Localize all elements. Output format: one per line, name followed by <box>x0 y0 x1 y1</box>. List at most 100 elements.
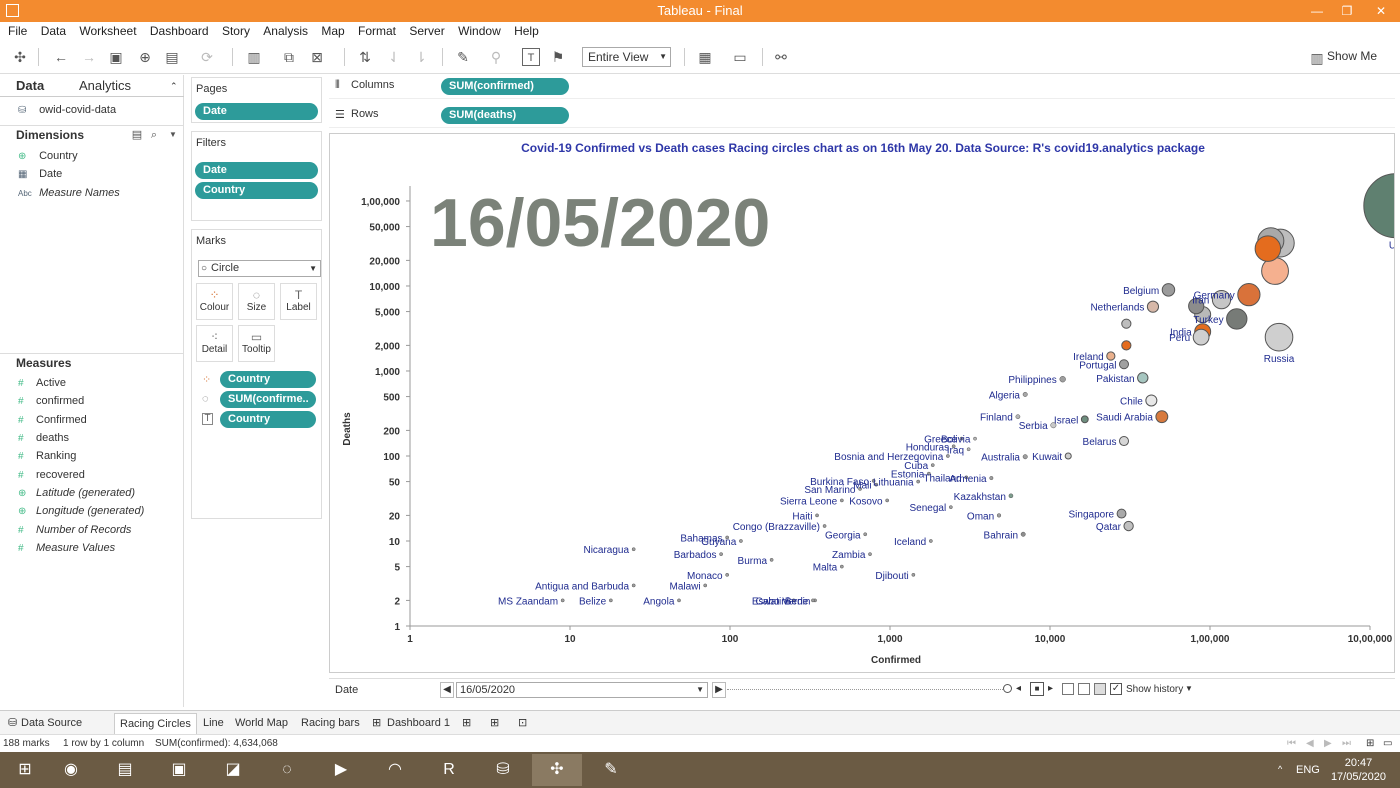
file-explorer-icon[interactable]: ▤ <box>117 761 133 778</box>
label-button[interactable]: T Label <box>280 283 317 320</box>
pages-pill-date[interactable]: Date <box>195 103 318 120</box>
tooltip-button[interactable]: ▭ Tooltip <box>238 325 275 362</box>
rows-pill[interactable]: SUM(deaths) <box>441 107 569 124</box>
filmstrip-icon[interactable]: ▭ <box>1383 738 1393 749</box>
show-me-button[interactable]: Show Me <box>1327 49 1378 63</box>
page-slider-thumb[interactable] <box>1003 684 1012 693</box>
restore-icon[interactable]: ❐ <box>1341 4 1353 18</box>
field-country[interactable]: ⊕ Country <box>18 148 78 164</box>
field-date[interactable]: ▦ Date <box>18 166 62 182</box>
pause-icon[interactable]: ■ <box>1030 682 1044 696</box>
menu-server[interactable]: Server <box>409 24 445 38</box>
clear-sheet-icon[interactable]: ⊠ <box>311 49 323 65</box>
pane-menu-icon[interactable]: ⌃ <box>170 81 178 91</box>
minimize-icon[interactable]: — <box>1311 4 1323 18</box>
sort-ascending-icon[interactable]: ⇃ <box>388 49 400 65</box>
field-measure-names[interactable]: Abc Measure Names <box>18 185 120 201</box>
chrome-icon[interactable]: ◉ <box>64 761 78 778</box>
measure-latitude[interactable]: ⊕ Latitude (generated) <box>18 485 135 501</box>
mark-type-select[interactable]: ○ Circle ▼ <box>198 260 321 277</box>
menu-worksheet[interactable]: Worksheet <box>79 24 137 38</box>
loading-app-icon[interactable]: ◠ <box>388 761 402 778</box>
measure-recovered[interactable]: # recovered <box>18 467 85 483</box>
tab-racing-circles[interactable]: Racing Circles <box>114 713 197 735</box>
measure-active[interactable]: # Active <box>18 375 66 391</box>
search-icon[interactable]: ⌕ <box>150 129 158 141</box>
prev-page-icon[interactable]: ◀ <box>440 682 454 698</box>
filter-pill-country[interactable]: Country <box>195 182 318 199</box>
tab-racing-bars[interactable]: Racing bars <box>301 717 360 729</box>
measure-number-of-records[interactable]: # Number of Records <box>18 522 131 538</box>
computer-icon[interactable]: ▣ <box>171 761 187 778</box>
measure-ranking[interactable]: # Ranking <box>18 448 76 464</box>
columns-pill[interactable]: SUM(confirmed) <box>441 78 569 95</box>
measure-confirmed[interactable]: # Confirmed <box>18 412 87 428</box>
show-cards-icon[interactable]: ▦ <box>698 49 712 65</box>
menu-map[interactable]: Map <box>321 24 345 38</box>
menu-story[interactable]: Story <box>221 24 250 38</box>
video-player-icon[interactable]: ▶ <box>334 761 348 778</box>
refresh-icon[interactable]: ⟳ <box>201 49 213 65</box>
system-clock[interactable]: 20:47 17/05/2020 <box>1331 756 1386 784</box>
first-sheet-icon[interactable]: ⏮ <box>1287 738 1296 749</box>
page-slider-track[interactable] <box>727 689 1007 692</box>
duplicate-sheet-icon[interactable]: ⧉ <box>284 49 294 65</box>
tab-analytics[interactable]: Analytics <box>79 78 132 93</box>
tab-world-map[interactable]: World Map <box>235 717 288 729</box>
menu-data[interactable]: Data <box>40 24 67 38</box>
show-history-checkbox[interactable]: ✓ <box>1110 683 1122 695</box>
marks-pill-colour-country[interactable]: Country <box>220 371 316 388</box>
fit-select[interactable]: Entire View ▼ <box>582 47 671 67</box>
menu-analysis[interactable]: Analysis <box>263 24 308 38</box>
detail-button[interactable]: ⁖ Detail <box>196 325 233 362</box>
menu-file[interactable]: File <box>8 24 28 38</box>
close-icon[interactable]: ✕ <box>1375 4 1387 18</box>
share-icon[interactable]: ⚯ <box>775 49 787 65</box>
whatsapp-icon[interactable]: ◌ <box>282 761 292 778</box>
speed-medium-icon[interactable] <box>1078 683 1090 695</box>
filter-pill-date[interactable]: Date <box>195 162 318 179</box>
tableau-taskbar-icon[interactable]: ✣ <box>532 754 582 786</box>
sort-descending-icon[interactable]: ⇂ <box>415 49 427 65</box>
highlight-icon[interactable]: ✎ <box>457 49 469 65</box>
new-data-source-icon[interactable]: ⊕ <box>139 49 151 65</box>
show-labels-icon[interactable]: T <box>522 48 540 66</box>
tableau-home-icon[interactable]: ✣ <box>14 49 26 65</box>
scatter-chart[interactable]: Covid-19 Confirmed vs Death cases Racing… <box>330 134 1395 673</box>
menu-window[interactable]: Window <box>458 24 501 38</box>
new-worksheet-icon[interactable]: ▥ <box>247 49 261 65</box>
last-sheet-icon[interactable]: ⏭ <box>1342 738 1351 749</box>
tab-dashboard-1[interactable]: Dashboard 1 <box>387 717 450 729</box>
prev-sheet-icon[interactable]: ◀ <box>1306 738 1314 749</box>
sheet-sorter-icon[interactable]: ⊞ <box>1366 738 1375 749</box>
colour-button[interactable]: ⁘ Colour <box>196 283 233 320</box>
redo-icon[interactable]: → <box>82 49 96 65</box>
marks-pill-label-country[interactable]: Country <box>220 411 316 428</box>
viz-canvas[interactable]: Covid-19 Confirmed vs Death cases Racing… <box>329 133 1395 673</box>
tray-chevron-icon[interactable]: ^ <box>1278 764 1283 774</box>
database-app-icon[interactable]: ⛁ <box>496 761 510 778</box>
onenote-icon[interactable]: ◪ <box>225 761 241 778</box>
chevron-down-icon[interactable]: ▼ <box>1185 684 1193 693</box>
windows-start-icon[interactable]: ⊞ <box>18 761 32 778</box>
marks-pill-size-sum-confirmed[interactable]: SUM(confirme.. <box>220 391 316 408</box>
measure-confirmed-lower[interactable]: # confirmed <box>18 393 84 409</box>
step-forward-icon[interactable]: ▸ <box>1048 683 1054 694</box>
menu-help[interactable]: Help <box>514 24 539 38</box>
chevron-down-icon[interactable]: ▼ <box>169 130 177 139</box>
view-list-icon[interactable]: ▤ <box>131 129 143 141</box>
new-worksheet-tab-icon[interactable]: ⊞ <box>462 717 472 729</box>
fix-axes-icon[interactable]: ⚑ <box>551 49 565 65</box>
data-source-item[interactable]: ⛁ owid-covid-data <box>18 102 116 118</box>
speed-fast-icon[interactable] <box>1094 683 1106 695</box>
measure-longitude[interactable]: ⊕ Longitude (generated) <box>18 503 144 519</box>
pause-updates-icon[interactable]: ▤ <box>165 49 179 65</box>
undo-icon[interactable]: ← <box>54 49 68 65</box>
tab-data[interactable]: Data <box>16 78 45 93</box>
tab-data-source[interactable]: Data Source <box>21 717 83 729</box>
menu-format[interactable]: Format <box>358 24 397 38</box>
next-sheet-icon[interactable]: ▶ <box>1324 738 1332 749</box>
paint-icon[interactable]: ✎ <box>604 761 618 778</box>
language-indicator[interactable]: ENG <box>1296 764 1320 776</box>
next-page-icon[interactable]: ▶ <box>712 682 726 698</box>
